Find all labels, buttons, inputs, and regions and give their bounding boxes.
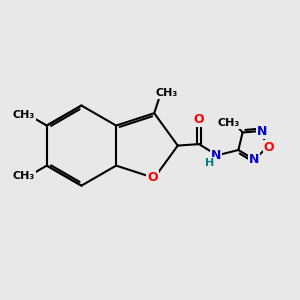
Text: N: N bbox=[249, 153, 259, 166]
Text: O: O bbox=[147, 172, 158, 184]
Text: H: H bbox=[205, 158, 214, 168]
Text: CH₃: CH₃ bbox=[13, 171, 35, 181]
Text: CH₃: CH₃ bbox=[218, 118, 240, 128]
Text: N: N bbox=[211, 149, 221, 162]
Text: CH₃: CH₃ bbox=[155, 88, 178, 98]
Text: CH₃: CH₃ bbox=[13, 110, 35, 120]
Text: N: N bbox=[257, 124, 267, 137]
Text: O: O bbox=[194, 113, 204, 126]
Text: O: O bbox=[264, 141, 274, 154]
